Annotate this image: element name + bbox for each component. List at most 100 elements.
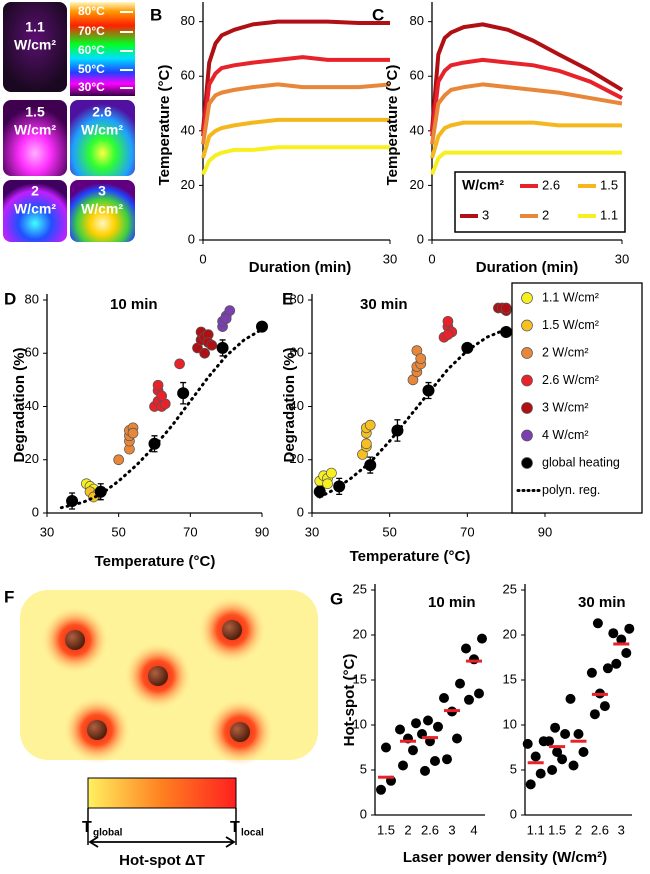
legend-label: 4 W/cm² bbox=[542, 428, 589, 442]
x-tick-label: 1.5 bbox=[548, 822, 566, 837]
x-tick-label: 90 bbox=[255, 524, 269, 539]
colorbar-label: 50°C bbox=[78, 62, 105, 76]
point bbox=[500, 325, 513, 338]
point bbox=[547, 765, 558, 775]
y-tick-label: 80 bbox=[290, 291, 304, 306]
panel-label: F bbox=[4, 587, 14, 606]
point bbox=[313, 485, 326, 498]
y-tick-label: 60 bbox=[290, 345, 304, 360]
panel-label: D bbox=[4, 289, 16, 308]
point bbox=[433, 721, 443, 732]
x-tick-label: 30 bbox=[383, 251, 397, 266]
legend-label: 3 bbox=[482, 207, 489, 222]
point bbox=[586, 667, 597, 678]
legend bbox=[454, 171, 626, 233]
point bbox=[148, 437, 161, 450]
point bbox=[408, 745, 418, 756]
point bbox=[565, 693, 576, 704]
point bbox=[395, 724, 405, 735]
point bbox=[560, 729, 571, 739]
panel-label: C bbox=[372, 5, 384, 24]
point bbox=[411, 718, 421, 729]
thermal-image bbox=[70, 100, 135, 176]
x-tick-label: 30 bbox=[615, 251, 629, 266]
point bbox=[442, 754, 452, 765]
colorbar-label: 30°C bbox=[78, 80, 105, 94]
point bbox=[326, 467, 337, 479]
y-tick-label: 0 bbox=[360, 806, 367, 821]
line bbox=[201, 145, 390, 176]
legend-label: 2.6 W/cm² bbox=[542, 373, 599, 387]
image-label: W/cm² bbox=[81, 122, 123, 138]
y-tick-label: 0 bbox=[188, 231, 195, 246]
point bbox=[616, 634, 627, 645]
t-label: T bbox=[230, 819, 240, 836]
image-label: 1.5 bbox=[25, 104, 45, 120]
point bbox=[420, 765, 430, 776]
line bbox=[201, 55, 390, 137]
line bbox=[430, 57, 623, 137]
point bbox=[474, 688, 484, 699]
legend-label: 1.5 bbox=[600, 177, 618, 192]
y-tick-label: 40 bbox=[25, 398, 39, 413]
y-tick-label: 80 bbox=[181, 13, 195, 28]
point bbox=[557, 754, 568, 765]
x-tick-label: 70 bbox=[460, 524, 474, 539]
point bbox=[322, 478, 333, 490]
point bbox=[364, 419, 376, 431]
point bbox=[525, 779, 536, 790]
panel-label: E bbox=[282, 289, 293, 308]
colorbar-label: 70°C bbox=[78, 24, 105, 38]
point bbox=[430, 756, 440, 766]
regression-line bbox=[59, 327, 264, 510]
y-tick-label: 10 bbox=[503, 716, 517, 731]
point bbox=[461, 643, 471, 654]
x-tick-label: 1.1 bbox=[527, 822, 545, 837]
line bbox=[430, 82, 623, 145]
colorbar-label: 80°C bbox=[78, 4, 105, 18]
image-label: W/cm² bbox=[14, 37, 56, 53]
y-tick-label: 20 bbox=[503, 626, 517, 641]
legend-swatch bbox=[521, 429, 533, 442]
legend-swatch bbox=[521, 374, 533, 387]
point bbox=[220, 313, 232, 324]
legend-swatch bbox=[521, 347, 533, 359]
point bbox=[621, 648, 632, 658]
t-subscript: local bbox=[241, 828, 264, 839]
thermal-image bbox=[3, 180, 67, 242]
temperature-scale bbox=[87, 777, 237, 809]
y-tick-label: 0 bbox=[297, 504, 304, 519]
legend-label: 3 W/cm² bbox=[542, 400, 589, 414]
x-tick-label: 50 bbox=[111, 524, 125, 539]
span-label: Hot-spot ΔT bbox=[119, 852, 205, 869]
legend-label: 2 W/cm² bbox=[542, 345, 589, 359]
x-tick-label: 4 bbox=[470, 822, 477, 837]
x-axis-label: Laser power density (W/cm²) bbox=[403, 849, 607, 866]
point bbox=[376, 784, 386, 795]
point bbox=[578, 747, 589, 757]
y-tick-label: 25 bbox=[503, 581, 517, 596]
point bbox=[589, 709, 600, 720]
point bbox=[573, 729, 584, 739]
point bbox=[530, 751, 541, 762]
image-label: 3 bbox=[98, 183, 106, 199]
y-axis-label: Degradation (%) bbox=[11, 347, 28, 462]
image-label: 2 bbox=[31, 183, 39, 199]
point bbox=[455, 678, 465, 689]
y-tick-label: 80 bbox=[25, 291, 39, 306]
y-tick-label: 0 bbox=[32, 504, 39, 519]
line bbox=[201, 117, 390, 159]
span-arrow bbox=[88, 836, 236, 848]
line bbox=[201, 82, 391, 145]
point bbox=[461, 341, 474, 354]
legend-swatch bbox=[521, 457, 533, 469]
point bbox=[477, 633, 487, 644]
point bbox=[361, 438, 372, 450]
point bbox=[152, 379, 164, 391]
point bbox=[452, 733, 462, 744]
x-tick-label: 3 bbox=[618, 822, 625, 837]
point bbox=[174, 358, 185, 370]
y-tick-label: 20 bbox=[25, 451, 39, 466]
y-axis-label: Hot-spot (°C) bbox=[341, 654, 358, 747]
x-tick-label: 1.5 bbox=[377, 822, 395, 837]
